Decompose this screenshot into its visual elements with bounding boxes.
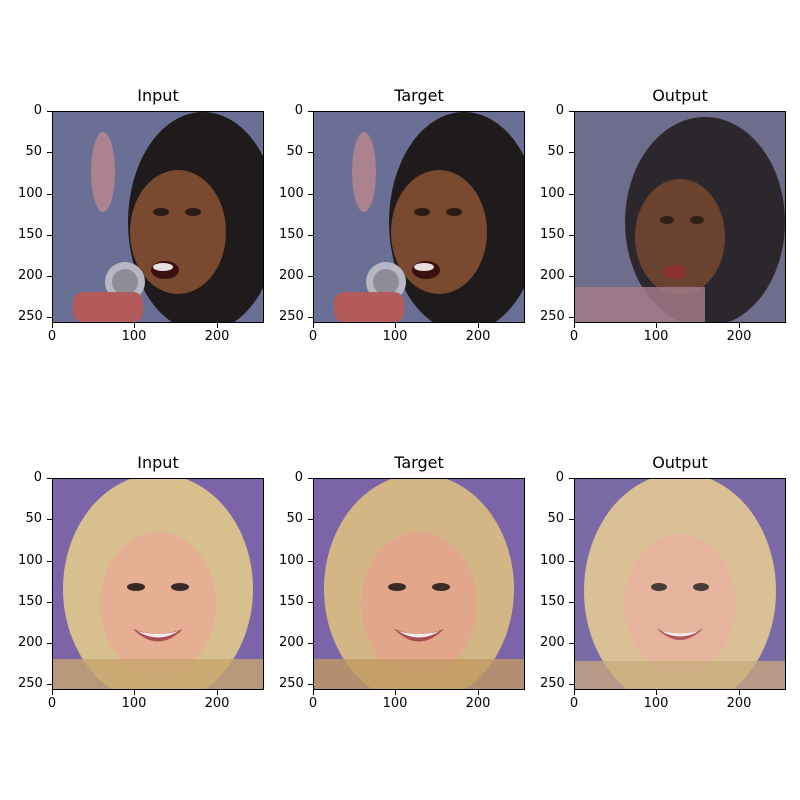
image-singer-target xyxy=(313,111,525,323)
x-tick-label: 200 xyxy=(465,329,491,344)
image-singer-input xyxy=(52,111,264,323)
singer-photo xyxy=(53,112,263,322)
y-tick-label: 200 xyxy=(18,635,43,650)
x-tick-label: 200 xyxy=(204,696,230,711)
x-tick-label: 0 xyxy=(308,696,318,711)
y-tick-label: 150 xyxy=(279,594,304,609)
x-tick-label: 200 xyxy=(465,696,491,711)
blonde-woman-reconstruction-photo xyxy=(575,479,785,689)
y-tick-label: 0 xyxy=(294,103,303,118)
panel-row1-target: Target 0 50 100 150 200 250 0 100 200 xyxy=(279,86,525,344)
y-tick-label: 200 xyxy=(540,635,565,650)
y-tick-label: 0 xyxy=(294,470,303,485)
image-blonde-input xyxy=(52,478,264,690)
panel-title: Target xyxy=(394,453,444,472)
y-tick-label: 0 xyxy=(555,470,564,485)
panel-row1-output: Output 0 50 100 150 200 250 0 100 200 xyxy=(540,86,786,344)
x-tick-label: 0 xyxy=(47,329,57,344)
x-tick-label: 0 xyxy=(308,329,318,344)
y-tick-label: 150 xyxy=(540,227,565,242)
panel-title: Input xyxy=(137,86,179,105)
y-tick-label: 150 xyxy=(279,227,304,242)
y-tick-label: 250 xyxy=(18,676,43,691)
image-blonde-target xyxy=(313,478,525,690)
singer-photo xyxy=(314,112,524,322)
y-tick-label: 50 xyxy=(286,144,303,159)
x-tick-label: 200 xyxy=(726,696,752,711)
y-tick-label: 150 xyxy=(18,227,43,242)
blonde-woman-photo xyxy=(314,479,524,689)
x-tick-label: 200 xyxy=(204,329,230,344)
y-tick-label: 250 xyxy=(18,309,43,324)
x-tick-label: 200 xyxy=(726,329,752,344)
y-tick-label: 250 xyxy=(540,676,565,691)
x-tick-label: 0 xyxy=(569,696,579,711)
y-tick-label: 100 xyxy=(279,186,304,201)
x-tick-label: 100 xyxy=(121,696,147,711)
y-tick-label: 50 xyxy=(25,144,42,159)
y-tick-label: 50 xyxy=(286,511,303,526)
panel-row1-input: Input 0 50 100 150 200 250 0 100 200 xyxy=(18,86,264,344)
panel-row2-input: Input 0 50 100 150 200 250 0 100 200 xyxy=(18,453,264,711)
x-tick-label: 100 xyxy=(643,329,669,344)
x-tick-label: 100 xyxy=(121,329,147,344)
y-tick-label: 100 xyxy=(18,553,43,568)
x-tick-label: 0 xyxy=(569,329,579,344)
y-tick-label: 100 xyxy=(540,186,565,201)
y-tick-label: 0 xyxy=(33,103,42,118)
y-tick-label: 100 xyxy=(279,553,304,568)
y-tick-label: 50 xyxy=(547,144,564,159)
y-tick-label: 250 xyxy=(279,309,304,324)
y-tick-label: 150 xyxy=(540,594,565,609)
y-tick-label: 50 xyxy=(547,511,564,526)
y-tick-label: 0 xyxy=(33,470,42,485)
y-tick-label: 200 xyxy=(18,268,43,283)
panel-title: Input xyxy=(137,453,179,472)
y-tick-label: 150 xyxy=(18,594,43,609)
panel-row2-output: Output 0 50 100 150 200 250 0 100 200 xyxy=(540,453,786,711)
y-tick-label: 250 xyxy=(279,676,304,691)
panel-title: Target xyxy=(394,86,444,105)
panel-row2-target: Target 0 50 100 150 200 250 0 100 200 xyxy=(279,453,525,711)
image-singer-output xyxy=(574,111,786,323)
singer-reconstruction-photo xyxy=(575,112,785,322)
y-tick-label: 200 xyxy=(540,268,565,283)
blonde-woman-photo xyxy=(53,479,263,689)
y-tick-label: 250 xyxy=(540,309,565,324)
y-tick-label: 50 xyxy=(25,511,42,526)
x-tick-label: 0 xyxy=(47,696,57,711)
y-tick-label: 200 xyxy=(279,635,304,650)
x-tick-label: 100 xyxy=(382,329,408,344)
y-tick-label: 100 xyxy=(18,186,43,201)
y-tick-label: 100 xyxy=(540,553,565,568)
y-tick-label: 0 xyxy=(555,103,564,118)
x-tick-label: 100 xyxy=(643,696,669,711)
panel-title: Output xyxy=(652,86,708,105)
y-tick-label: 200 xyxy=(279,268,304,283)
image-blonde-output xyxy=(574,478,786,690)
panel-title: Output xyxy=(652,453,708,472)
x-tick-label: 100 xyxy=(382,696,408,711)
